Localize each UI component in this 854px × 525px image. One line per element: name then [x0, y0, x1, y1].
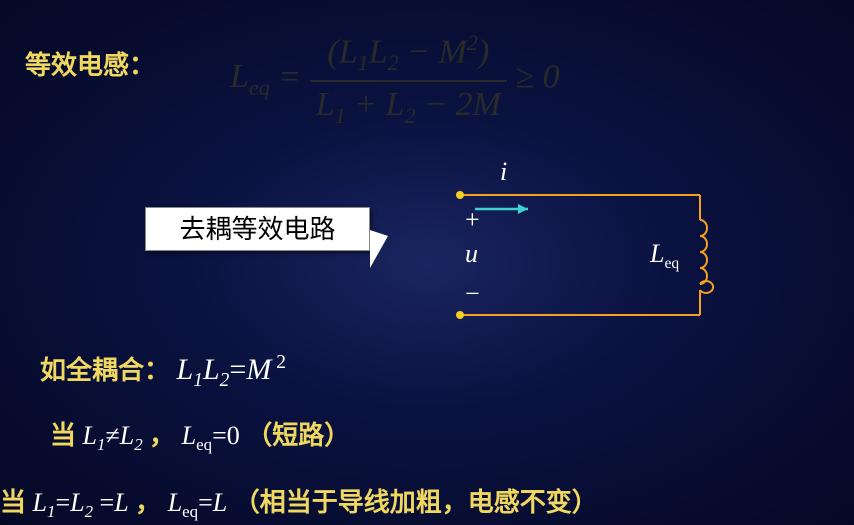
- num-L1: L: [339, 33, 358, 70]
- sym-ge-zero: ≥ 0: [515, 58, 559, 95]
- line-case-eq: 当 L1=L2 =L ， Leq=L （相当于导线加粗，电感不变）: [0, 482, 598, 522]
- den-L1-sub: 1: [335, 103, 346, 128]
- num-M-sup: 2: [467, 30, 478, 55]
- line2-sep: ，: [149, 421, 182, 450]
- formula-numerator: (L1L2 − M2): [310, 30, 507, 82]
- line3-note: （相当于导线加粗，电感不变）: [234, 488, 598, 517]
- sym-equals: =: [278, 58, 309, 95]
- inductor-coils: [700, 220, 713, 293]
- circuit-svg: [440, 175, 760, 330]
- terminal-top: [456, 191, 464, 199]
- formula-lhs: Leq: [230, 58, 278, 95]
- den-plus: +: [346, 86, 386, 123]
- heading-equiv-inductance: 等效电感：: [25, 45, 155, 82]
- den-M: M: [473, 86, 501, 123]
- line2-math1: L1≠L2: [83, 421, 143, 450]
- line3-math1: L1=L2 =L: [33, 488, 129, 517]
- line-case-neq: 当 L1≠L2 ， Leq=0 （短路）: [50, 415, 350, 455]
- paren-open: (: [327, 33, 338, 70]
- line2-note: （短路）: [246, 421, 350, 450]
- label-u: u: [465, 239, 478, 269]
- label-leq-sub: eq: [664, 255, 679, 272]
- label-i: i: [500, 157, 507, 187]
- callout-decoupled-circuit: 去耦等效电路: [145, 207, 370, 251]
- label-leq: Leq: [650, 239, 679, 273]
- callout-tail: [370, 230, 388, 268]
- formula-equivalent-inductance: Leq = (L1L2 − M2) L1 + L2 − 2M ≥ 0: [230, 30, 560, 129]
- num-L1-sub: 1: [358, 50, 369, 75]
- line3-sep: ，: [135, 488, 168, 517]
- terminal-bottom: [456, 311, 464, 319]
- num-minus: −: [399, 33, 439, 70]
- den-L2: L: [386, 86, 405, 123]
- line2-math2: Leq=0: [182, 421, 240, 450]
- num-L2: L: [369, 33, 388, 70]
- line2-cn: 当: [50, 421, 83, 450]
- line1-cn: 如全耦合：: [40, 356, 170, 385]
- formula-fraction: (L1L2 − M2) L1 + L2 − 2M: [310, 30, 507, 129]
- label-leq-L: L: [650, 239, 664, 268]
- den-minus: − 2: [416, 86, 473, 123]
- current-arrow-head: [518, 204, 528, 214]
- den-L2-sub: 2: [405, 103, 416, 128]
- line3-math2: Leq=L: [168, 488, 228, 517]
- line1-math: L1L2=M 2: [177, 353, 286, 386]
- label-minus: −: [465, 279, 480, 309]
- sym-L: L: [230, 58, 249, 95]
- line3-cn: 当: [0, 488, 33, 517]
- sym-L-sub: eq: [249, 75, 270, 100]
- line-full-coupling: 如全耦合： L1L2=M 2: [40, 350, 286, 392]
- formula-denominator: L1 + L2 − 2M: [310, 82, 507, 129]
- num-M: M: [439, 33, 467, 70]
- circuit-diagram: i + u − Leq: [440, 175, 760, 330]
- paren-close: ): [478, 33, 489, 70]
- label-plus: +: [465, 205, 480, 235]
- num-L2-sub: 2: [388, 50, 399, 75]
- den-L1: L: [316, 86, 335, 123]
